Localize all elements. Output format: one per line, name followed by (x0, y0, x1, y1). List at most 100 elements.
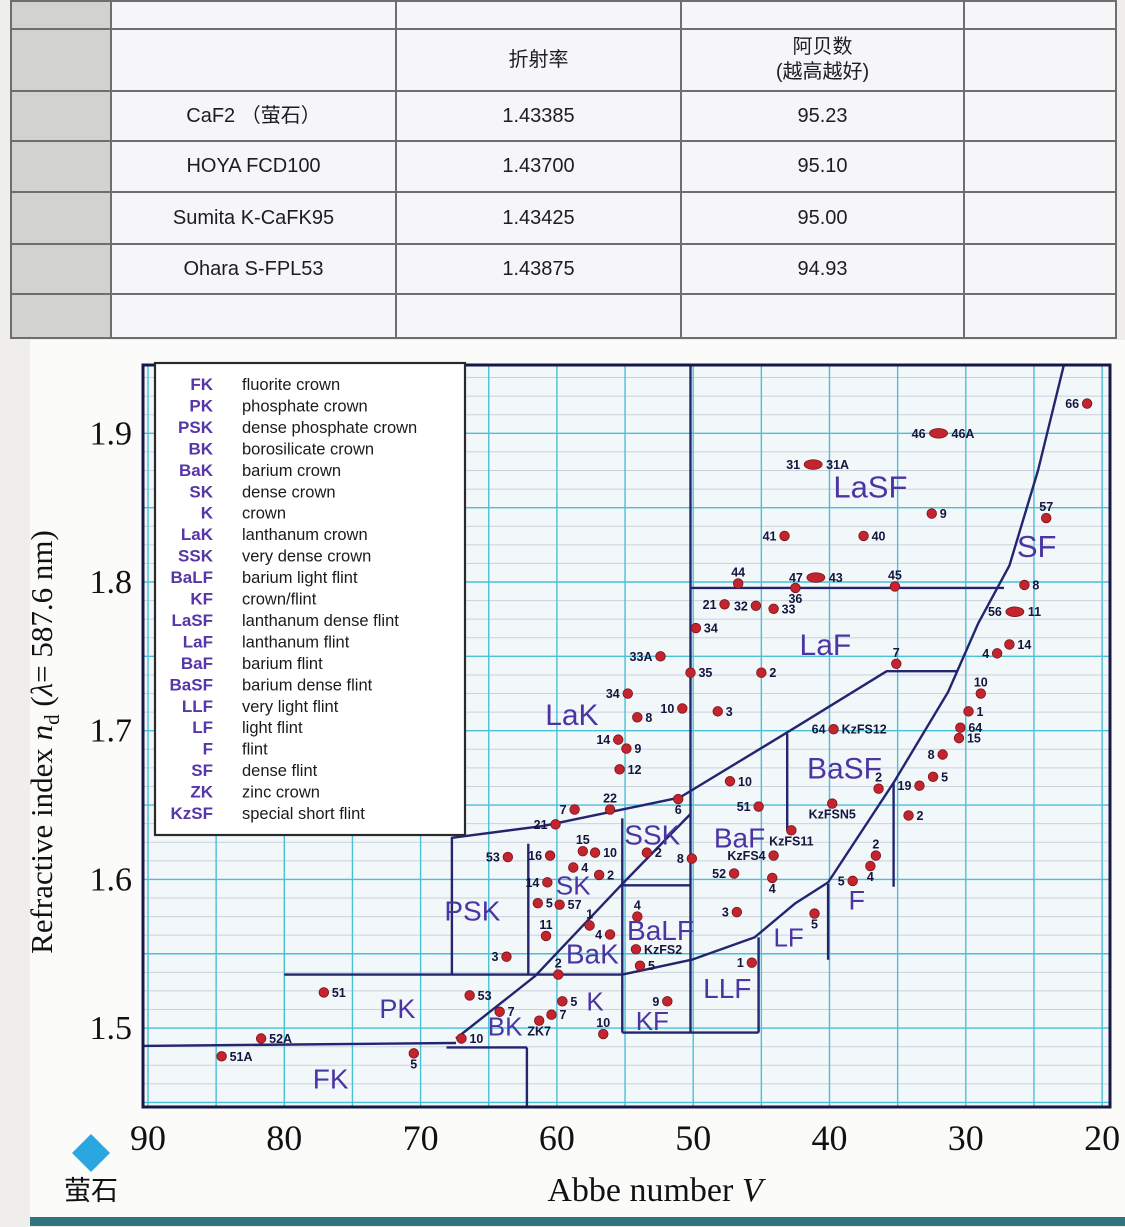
data-point (806, 572, 826, 583)
data-point (621, 743, 632, 754)
legend-abbr: BaSF (170, 675, 213, 694)
data-point-label: 1 (586, 907, 593, 921)
legend-desc: very dense crown (242, 548, 371, 566)
glass-spec-table: 折射率 阿贝数 (越高越好) CaF2 （萤石） 1.43385 95.23 HOYA FC… (10, 0, 1117, 339)
x-tick-label: 50 (675, 1118, 711, 1158)
data-point (216, 1051, 227, 1062)
legend-desc: special short flint (242, 805, 365, 823)
data-point-label: 15 (967, 732, 981, 746)
region-label-fk: FK (313, 1063, 349, 1094)
data-point (408, 1048, 419, 1059)
x-tick-label: 40 (812, 1118, 848, 1158)
header-abbe-cell: 阿贝数 (越高越好) (680, 28, 965, 92)
data-point-label: 45 (888, 568, 902, 582)
legend-abbr: LF (192, 718, 213, 737)
data-point (903, 810, 914, 821)
legend-desc: zinc crown (242, 784, 320, 802)
legend-desc: crown (242, 505, 286, 523)
material-name-cell: Sumita K-CaFK95 (110, 191, 397, 245)
legend-desc: barium dense flint (242, 676, 373, 694)
fluorite-label: 萤石 (64, 1176, 118, 1206)
data-point (598, 1028, 609, 1040)
data-point (546, 1009, 557, 1020)
legend-desc: barium flint (242, 655, 323, 673)
empty-cell (963, 0, 1117, 30)
data-point-label: 57 (568, 898, 582, 912)
legend-abbr: KF (190, 590, 213, 609)
fluorite-diamond-icon (72, 1134, 110, 1172)
data-point (953, 732, 965, 744)
data-point-label: 10 (660, 702, 674, 716)
data-point-label: 4 (982, 647, 989, 661)
data-point (937, 749, 948, 760)
data-point-label: 43 (829, 571, 843, 585)
data-point (532, 897, 544, 909)
data-point-label: 34 (704, 622, 718, 636)
data-point (685, 667, 696, 678)
data-point-label: 40 (872, 529, 886, 543)
bottom-border-strip (30, 1217, 1125, 1226)
legend-abbr: SF (191, 761, 213, 780)
data-point-label: KzFSN5 (809, 808, 856, 822)
table-row: HOYA FCD100 1.43700 95.10 (10, 140, 1117, 193)
data-point (634, 960, 646, 971)
data-point-label: 64 (968, 721, 982, 735)
legend-abbr: SK (189, 482, 213, 501)
data-point-label: 10 (469, 1032, 483, 1046)
data-point-label: 5 (648, 959, 655, 973)
region-label-kf: KF (636, 1006, 669, 1036)
row-index-cell (10, 90, 112, 142)
table-row: CaF2 （萤石） 1.43385 95.23 (10, 90, 1117, 142)
legend-desc: barium light flint (242, 569, 358, 587)
data-point (613, 734, 624, 745)
data-point (502, 851, 514, 863)
data-point (914, 780, 925, 791)
data-point-label: 35 (698, 666, 712, 680)
data-point-label: 5 (546, 897, 553, 911)
data-point-label: 7 (559, 1008, 566, 1022)
data-point-label: 21 (534, 818, 548, 832)
data-point (889, 581, 901, 592)
data-point-label: 5 (941, 770, 948, 784)
data-point (557, 996, 568, 1007)
refractive-value-cell: 1.43875 (395, 243, 682, 295)
data-point-label: 64 (812, 723, 826, 737)
region-label-lf: LF (773, 922, 803, 952)
y-tick-label: 1.9 (90, 415, 133, 452)
data-point (779, 530, 790, 542)
data-point (641, 847, 653, 858)
legend-desc: light flint (242, 719, 303, 737)
data-point (786, 825, 797, 836)
data-point-label: 1 (737, 956, 744, 970)
legend-abbr: PK (189, 396, 213, 415)
data-point-label: 5 (570, 995, 577, 1009)
data-point-label: 51 (332, 986, 346, 1000)
data-point-label: 1 (977, 705, 984, 719)
data-point-label: 5 (410, 1057, 417, 1071)
refractive-value-cell: 1.43425 (395, 191, 682, 245)
x-tick-label: 80 (266, 1118, 302, 1158)
legend-desc: lanthanum crown (242, 526, 368, 544)
empty-cell (963, 140, 1117, 193)
data-point (926, 508, 937, 519)
legend-desc: very light flint (242, 698, 339, 716)
data-point (568, 862, 579, 873)
legend-abbr: BaK (179, 461, 214, 480)
data-point-label: 10 (596, 1016, 610, 1030)
abbe-value-cell: 95.23 (680, 90, 965, 142)
data-point (577, 845, 588, 857)
data-point (553, 969, 564, 980)
data-point-label: 19 (898, 779, 912, 793)
data-point-label: 21 (703, 598, 717, 612)
data-point-label: 3 (726, 705, 733, 719)
empty-cell (395, 0, 682, 30)
data-point (750, 600, 762, 611)
region-label-ssk: SSK (624, 820, 680, 851)
data-point-label: 14 (525, 876, 539, 890)
data-point (858, 530, 869, 542)
empty-cell (680, 0, 965, 30)
data-point (891, 658, 902, 669)
data-point (768, 603, 779, 614)
data-point (604, 804, 616, 815)
row-index-cell (10, 191, 112, 245)
